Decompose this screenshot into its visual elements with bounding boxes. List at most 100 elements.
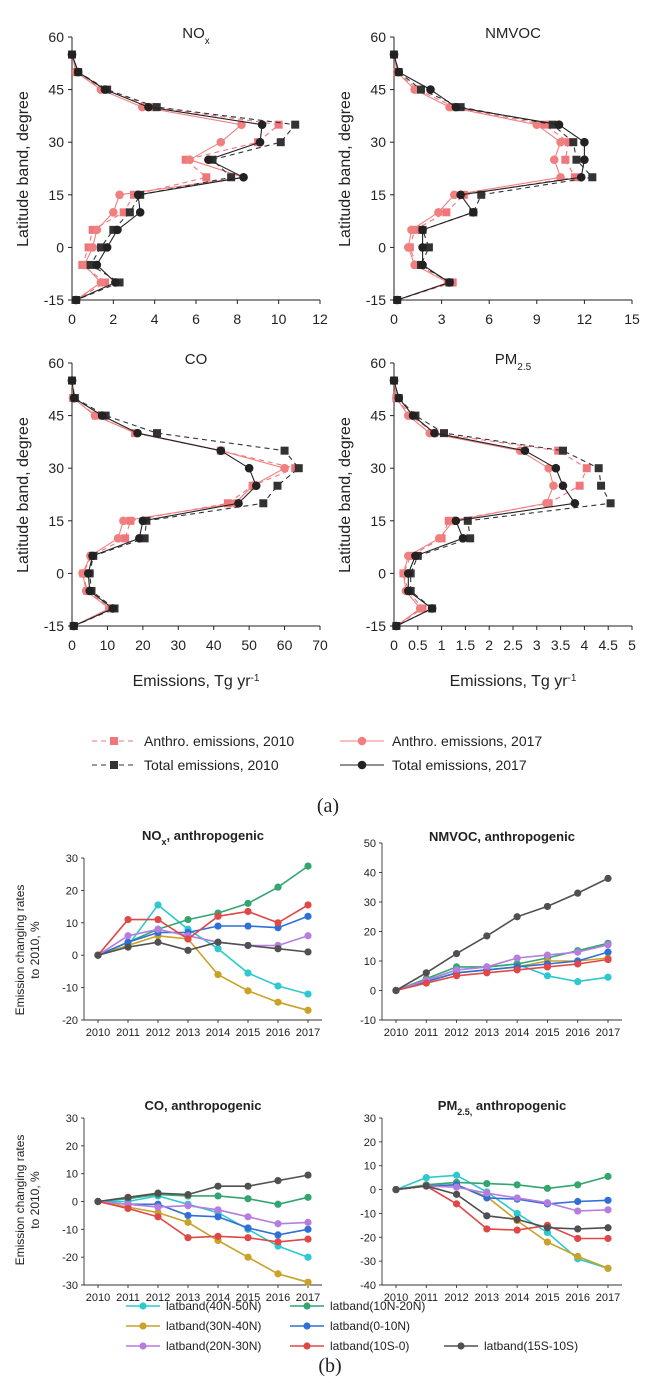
y-tick-label: 0	[72, 1197, 78, 1209]
data-point	[237, 120, 246, 129]
series-line	[97, 904, 309, 956]
data-point	[88, 551, 97, 561]
data-point	[184, 946, 192, 954]
data-point	[569, 138, 578, 147]
data-point	[532, 120, 542, 129]
data-point	[576, 172, 586, 182]
legend-label: latband(15S-10S)	[484, 1339, 578, 1353]
y-tick-label: 0	[56, 565, 64, 581]
data-point	[543, 1238, 552, 1246]
data-point	[483, 1225, 491, 1233]
data-point	[152, 103, 161, 112]
data-point	[418, 260, 427, 270]
series-total2017	[389, 376, 580, 631]
data-point	[124, 943, 132, 951]
y-tick-label: 60	[48, 29, 64, 45]
data-point	[574, 1225, 582, 1233]
data-point	[427, 604, 437, 613]
data-point	[434, 208, 443, 217]
data-point	[411, 551, 420, 561]
data-point	[543, 1184, 552, 1192]
data-point	[274, 982, 282, 990]
x-tick-label: 2	[485, 637, 493, 653]
legend-label: latband(0-10N)	[330, 1319, 410, 1333]
panel-title: PM2.5, anthropogenic	[438, 1098, 566, 1117]
data-point	[606, 499, 615, 508]
data-point	[244, 969, 252, 977]
data-point	[452, 950, 461, 958]
x-tick-label: 2015	[236, 1027, 260, 1039]
data-point	[604, 1234, 612, 1243]
data-point	[124, 915, 132, 924]
x-tick-label: 0	[68, 311, 76, 327]
data-point	[513, 1226, 521, 1234]
data-point	[604, 973, 612, 981]
legend-item: latband(15S-10S)	[444, 1339, 578, 1353]
data-point	[540, 120, 549, 129]
y-axis-label: Emission changing ratesto 2010, %	[13, 885, 42, 1016]
y-tick-label: 15	[48, 187, 64, 203]
panel-title-sub: x	[205, 36, 210, 47]
x-tick-label: 2011	[414, 1027, 438, 1039]
axes	[393, 363, 632, 627]
series-line	[395, 1175, 609, 1191]
series-line	[71, 380, 297, 627]
legend-marker	[110, 737, 118, 745]
data-point	[96, 278, 106, 287]
data-point	[109, 208, 118, 217]
x-axis-label: Emissions, Tg yr-1	[133, 673, 260, 691]
data-point	[392, 295, 402, 305]
data-point	[154, 915, 162, 924]
data-point	[115, 190, 124, 200]
y-tick-label: -10	[360, 1015, 376, 1027]
y-tick-label: 0	[370, 986, 376, 998]
data-point	[304, 901, 312, 909]
x-tick-label: 2010	[384, 1027, 408, 1039]
data-point	[483, 963, 491, 971]
series-line	[97, 1193, 309, 1206]
y-tick-label: 45	[370, 82, 386, 98]
data-point	[415, 604, 425, 613]
data-point	[574, 1252, 582, 1260]
data-point	[483, 969, 491, 977]
data-point	[452, 1190, 461, 1198]
data-point	[418, 225, 427, 235]
data-point	[410, 260, 419, 270]
data-point	[389, 50, 399, 59]
x-tick-label: 0	[390, 311, 398, 327]
legend-item: latband(20N-30N)	[126, 1339, 261, 1353]
y-tick-label: -20	[62, 1015, 78, 1027]
legend-item: Total emissions, 2010	[92, 757, 279, 773]
x-tick-label: 9	[533, 311, 541, 327]
y-tick-label: 30	[364, 897, 376, 909]
y-tick-label: 30	[48, 134, 64, 150]
series-line	[395, 1185, 609, 1212]
data-point	[604, 1172, 612, 1181]
y-tick-label: 30	[48, 460, 64, 476]
data-point	[244, 1195, 252, 1203]
x-tick-label: 2016	[565, 1027, 589, 1039]
data-point	[94, 951, 102, 959]
series-total2017	[389, 50, 589, 305]
series-latband-20n-30n-	[94, 1197, 312, 1228]
data-point	[154, 1213, 162, 1221]
x-tick-label: 10	[271, 311, 287, 327]
y-axis-label: Latitude band, degree	[15, 417, 32, 573]
y-tick-label: 45	[48, 408, 64, 424]
data-point	[244, 899, 252, 907]
caption-a: (a)	[317, 795, 339, 817]
x-tick-label: 8	[233, 311, 241, 327]
x-tick-label: 2011	[116, 1027, 140, 1039]
data-point	[214, 1182, 222, 1190]
data-point	[273, 481, 282, 490]
y-tick-label: 0	[378, 239, 386, 255]
panel-title-sub: 2.5,	[457, 1107, 472, 1117]
data-point	[274, 1238, 282, 1246]
y-tick-label: -15	[366, 618, 386, 634]
series-line	[97, 1174, 309, 1203]
y-tick-label: 30	[370, 460, 386, 476]
legend-item: latband(0-10N)	[290, 1319, 410, 1333]
x-tick-label: 2017	[596, 1292, 620, 1304]
